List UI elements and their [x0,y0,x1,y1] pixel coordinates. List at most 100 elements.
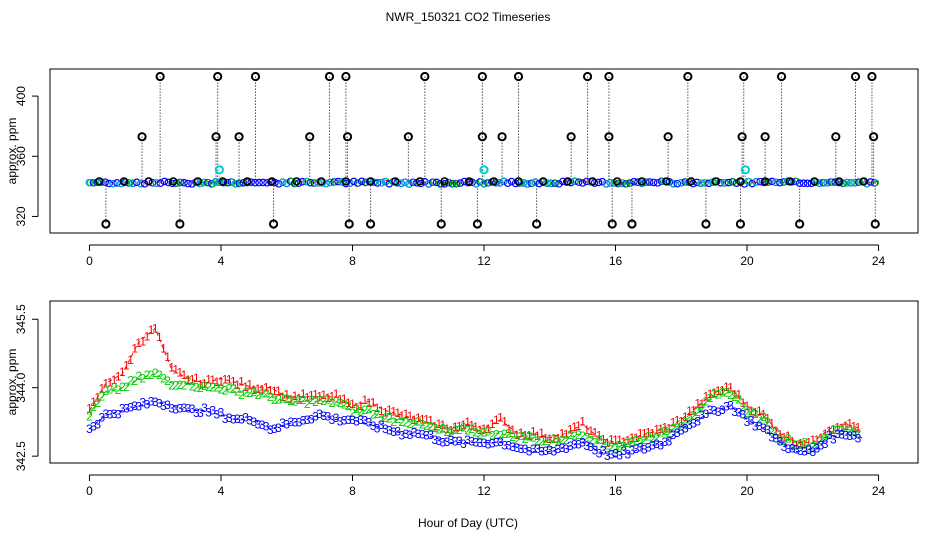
bottom-x-tick-label: 12 [477,484,491,498]
series-1-marker: 1 [509,423,516,437]
bottom-y-tick-label: 345.5 [14,304,28,334]
series-1-marker: 1 [814,433,821,447]
series-1-marker: 1 [834,421,841,435]
series-3-marker: 3 [324,410,331,424]
series-1-marker: 1 [477,423,484,437]
series-2-marker: 2 [226,381,233,395]
baseline-point [393,178,402,187]
series-1-marker: 1 [785,429,792,443]
series-1-marker: 1 [456,419,463,433]
series-3-marker: 3 [707,403,714,417]
series-2-marker: 2 [370,408,377,422]
series-1-marker: 1 [514,428,521,442]
series-1-marker: 1 [316,390,323,404]
series-2-marker: 2 [715,387,722,401]
series-3-marker: 3 [238,413,245,427]
series-3-marker: 3 [296,415,303,429]
baseline-point [748,179,757,188]
series-3-marker: 3 [177,402,184,416]
baseline-point-green [331,178,339,186]
baseline-point-green [765,178,773,186]
series-1-marker: 1 [415,411,422,425]
series-1-marker: 1 [361,393,368,407]
series-3-marker: 3 [846,429,853,443]
cyan-point [479,165,489,175]
series-2-marker: 2 [431,421,438,435]
series-2-marker: 2 [579,429,586,443]
baseline-point-cyan [137,180,145,188]
series-1-marker: 1 [772,424,779,438]
series-1-marker: 1 [267,383,274,397]
series-2-marker: 2 [374,407,381,421]
series-2-marker: 2 [435,423,442,437]
series-2-marker: 2 [189,379,196,393]
series-3-marker: 3 [481,436,488,450]
series-3-marker: 3 [279,416,286,430]
series-1-marker: 1 [333,387,340,401]
series-1-marker: 1 [177,365,184,379]
series-2-marker: 2 [809,440,816,454]
series-3-marker: 3 [209,403,216,417]
series-3-marker: 3 [361,413,368,427]
series-1-marker: 1 [90,395,97,409]
series-2-marker: 2 [682,415,689,429]
series-2-marker: 2 [382,411,389,425]
series-2-marker: 2 [690,409,697,423]
series-2-marker: 2 [633,433,640,447]
series-2-marker: 2 [214,381,221,395]
series-1-marker: 1 [197,378,204,392]
series-1-marker: 1 [830,422,837,436]
series-2-marker: 2 [156,368,163,382]
series-2-marker: 2 [242,385,249,399]
series-3-marker: 3 [98,411,105,425]
series-2-marker: 2 [559,433,566,447]
series-1-marker: 1 [497,410,504,424]
series-3-marker: 3 [781,440,788,454]
series-2-marker: 2 [197,381,204,395]
series-3-marker: 3 [818,438,825,452]
series-3-marker: 3 [789,441,796,455]
series-3-marker: 3 [719,403,726,417]
series-3-marker: 3 [579,435,586,449]
series-3-marker: 3 [472,436,479,450]
baseline-point [432,178,441,187]
series-1-marker: 1 [431,419,438,433]
dip-point [175,219,185,229]
series-3-marker: 3 [526,444,533,458]
series-1-marker: 1 [501,414,508,428]
series-1-marker: 1 [419,412,426,426]
series-3-marker: 3 [740,408,747,422]
series-2-marker: 2 [378,413,385,427]
mid-point [869,132,879,142]
baseline-point-cyan [618,179,626,187]
ref-point [736,177,745,186]
series-2-marker: 2 [596,433,603,447]
series-2-marker: 2 [386,411,393,425]
series-1-marker: 1 [764,412,771,426]
baseline-point [251,178,259,187]
bottom-y-tick-label: 344.0 [14,372,28,402]
series-1-marker: 1 [649,427,656,441]
baseline-point-cyan [547,179,555,187]
series-1-marker: 1 [152,322,159,336]
series-1-marker: 1 [744,399,751,413]
series-3-marker: 3 [814,441,821,455]
mid-point [566,132,576,142]
baseline-point [634,178,642,187]
baseline-point [555,180,563,188]
series-2-marker: 2 [468,422,475,436]
series-1-marker: 1 [653,423,660,437]
baseline-point [239,178,248,187]
series-3-marker: 3 [140,395,147,409]
series-1-marker: 1 [131,342,138,356]
series-1-marker: 1 [855,421,862,435]
ref-point [440,177,449,186]
series-1-marker: 1 [822,427,829,441]
series-3-marker: 3 [115,407,122,421]
series-2-marker: 2 [748,404,755,418]
baseline-point [795,179,804,187]
series-2-marker: 2 [604,438,611,452]
series-3-marker: 3 [555,442,562,456]
spike-point [324,71,335,82]
